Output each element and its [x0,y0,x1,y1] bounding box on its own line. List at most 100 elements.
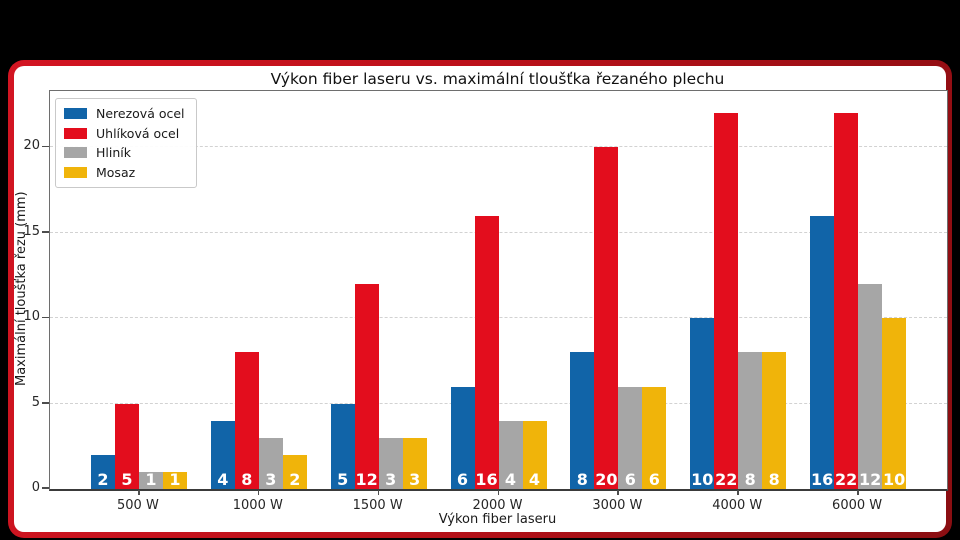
bar: 2 [282,454,307,489]
x-tick-label: 2000 W [438,490,558,513]
bar-value-label: 1 [169,469,181,489]
bar-value-label: 6 [648,469,660,489]
bar: 22 [834,113,859,489]
bar-value-label: 4 [217,469,229,489]
bar: 5 [330,403,355,489]
y-tick-label: 15 [23,223,40,239]
bar-value-label: 5 [337,469,349,489]
bar-value-label: 4 [528,469,541,489]
bar-value-label: 8 [768,469,780,489]
bar: 16 [810,215,835,489]
x-tick-mark [737,490,739,495]
red-border-card: Výkon fiber laseru vs. maximální tloušťk… [8,60,952,538]
x-tick-mark [257,490,260,495]
x-axis-label: Výkon fiber laseru [438,512,557,527]
bar-group: 16 22 12 10 [798,91,918,489]
bar-group: 8 20 6 6 [558,91,678,489]
legend-item: Nerezová ocel [64,106,185,121]
bar-value-label: 6 [456,469,469,489]
legend-label: Hliník [96,145,131,160]
x-tick-mark [137,490,140,495]
legend-item: Hliník [64,145,185,160]
plot-area: 2 5 1 1 4 8 3 2 5 12 3 3 6 16 4 4 8 20 6 6 10 22 8 8 16 22 12 10 Ne… [42,90,948,491]
x-tick-text: 2000 W [472,498,523,513]
bar-value-label: 12 [355,469,378,489]
x-tick-mark [857,490,859,495]
bar-value-label: 3 [385,469,397,489]
bar-value-label: 5 [121,469,133,489]
bar: 8 [738,352,763,489]
x-tick-label: 4000 W [677,490,797,513]
bar-value-label: 16 [475,469,498,489]
y-tick-mark [42,402,49,404]
bar: 3 [402,437,427,489]
bar: 8 [762,352,787,489]
bar-value-label: 8 [576,469,588,489]
y-tick-mark [42,231,49,233]
legend-swatch [64,108,87,119]
bar: 1 [162,469,187,489]
bar: 3 [378,437,403,489]
x-axis-tick-labels: 500 W 1000 W 1500 W 2000 W 3000 W 4000 W 6000 … [49,490,946,513]
bar: 10 [882,318,907,489]
bar: 10 [690,318,715,489]
gridline [50,317,947,319]
bar-value-label: 10 [691,469,714,489]
bar-value-label: 4 [504,469,517,489]
x-tick-mark [377,490,380,495]
x-tick-label: 3000 W [557,490,677,513]
x-tick-label: 6000 W [797,490,917,513]
bar: 3 [258,437,283,489]
y-tick-label: 5 [31,394,40,410]
bar: 22 [714,113,739,489]
bar: 12 [354,284,379,489]
y-axis-tick-labels: 0 5 10 15 20 [14,90,49,495]
gridline [50,231,947,233]
bar: 1 [138,470,163,489]
bar: 12 [858,284,883,489]
bar-value-label: 3 [409,469,421,489]
y-tick-mark [42,316,49,319]
chart-title: Výkon fiber laseru vs. maximální tloušťk… [270,70,725,88]
bar-groups: 2 5 1 1 4 8 3 2 5 12 3 3 6 16 4 4 8 20 6 6 10 22 8 8 16 22 12 10 [50,91,947,489]
x-tick-text: 4000 W [712,498,763,513]
x-tick-text: 1000 W [232,498,283,513]
legend-swatch [64,166,87,178]
legend-label: Uhlíková ocel [96,125,180,141]
x-tick-text: 3000 W [592,498,643,513]
x-tick-mark [617,490,619,495]
bar: 6 [618,386,643,489]
bar-group: 5 12 3 3 [319,91,439,489]
x-tick-text: 1500 W [352,498,403,513]
y-tick-mark [42,487,49,489]
bar-value-label: 16 [810,469,834,489]
bar-value-label: 12 [858,469,882,489]
bar: 8 [570,352,595,489]
bar-group: 6 16 4 4 [439,91,559,489]
x-tick-label: 500 W [78,490,198,513]
legend-label: Nerezová ocel [96,106,185,121]
bar: 4 [498,420,523,489]
bar-value-label: 20 [595,469,618,489]
bar: 4 [522,420,547,489]
bar: 2 [90,454,115,489]
legend-label: Mosaz [96,164,136,180]
bar-value-label: 22 [834,469,858,489]
bar-value-label: 2 [289,469,301,489]
x-tick-label: 1500 W [318,490,438,513]
chart-card: Výkon fiber laseru vs. maximální tloušťk… [14,66,948,532]
legend-item: Uhlíková ocel [64,126,185,141]
bar: 5 [114,403,139,489]
gridline [50,402,947,404]
bar-value-label: 8 [241,469,253,489]
legend-swatch [64,127,87,139]
bar: 6 [642,386,667,489]
y-tick-label: 10 [23,309,40,325]
bar-value-label: 2 [97,469,109,489]
bar: 4 [210,420,235,489]
y-tick-mark [42,145,49,148]
y-tick-label: 20 [23,138,40,154]
